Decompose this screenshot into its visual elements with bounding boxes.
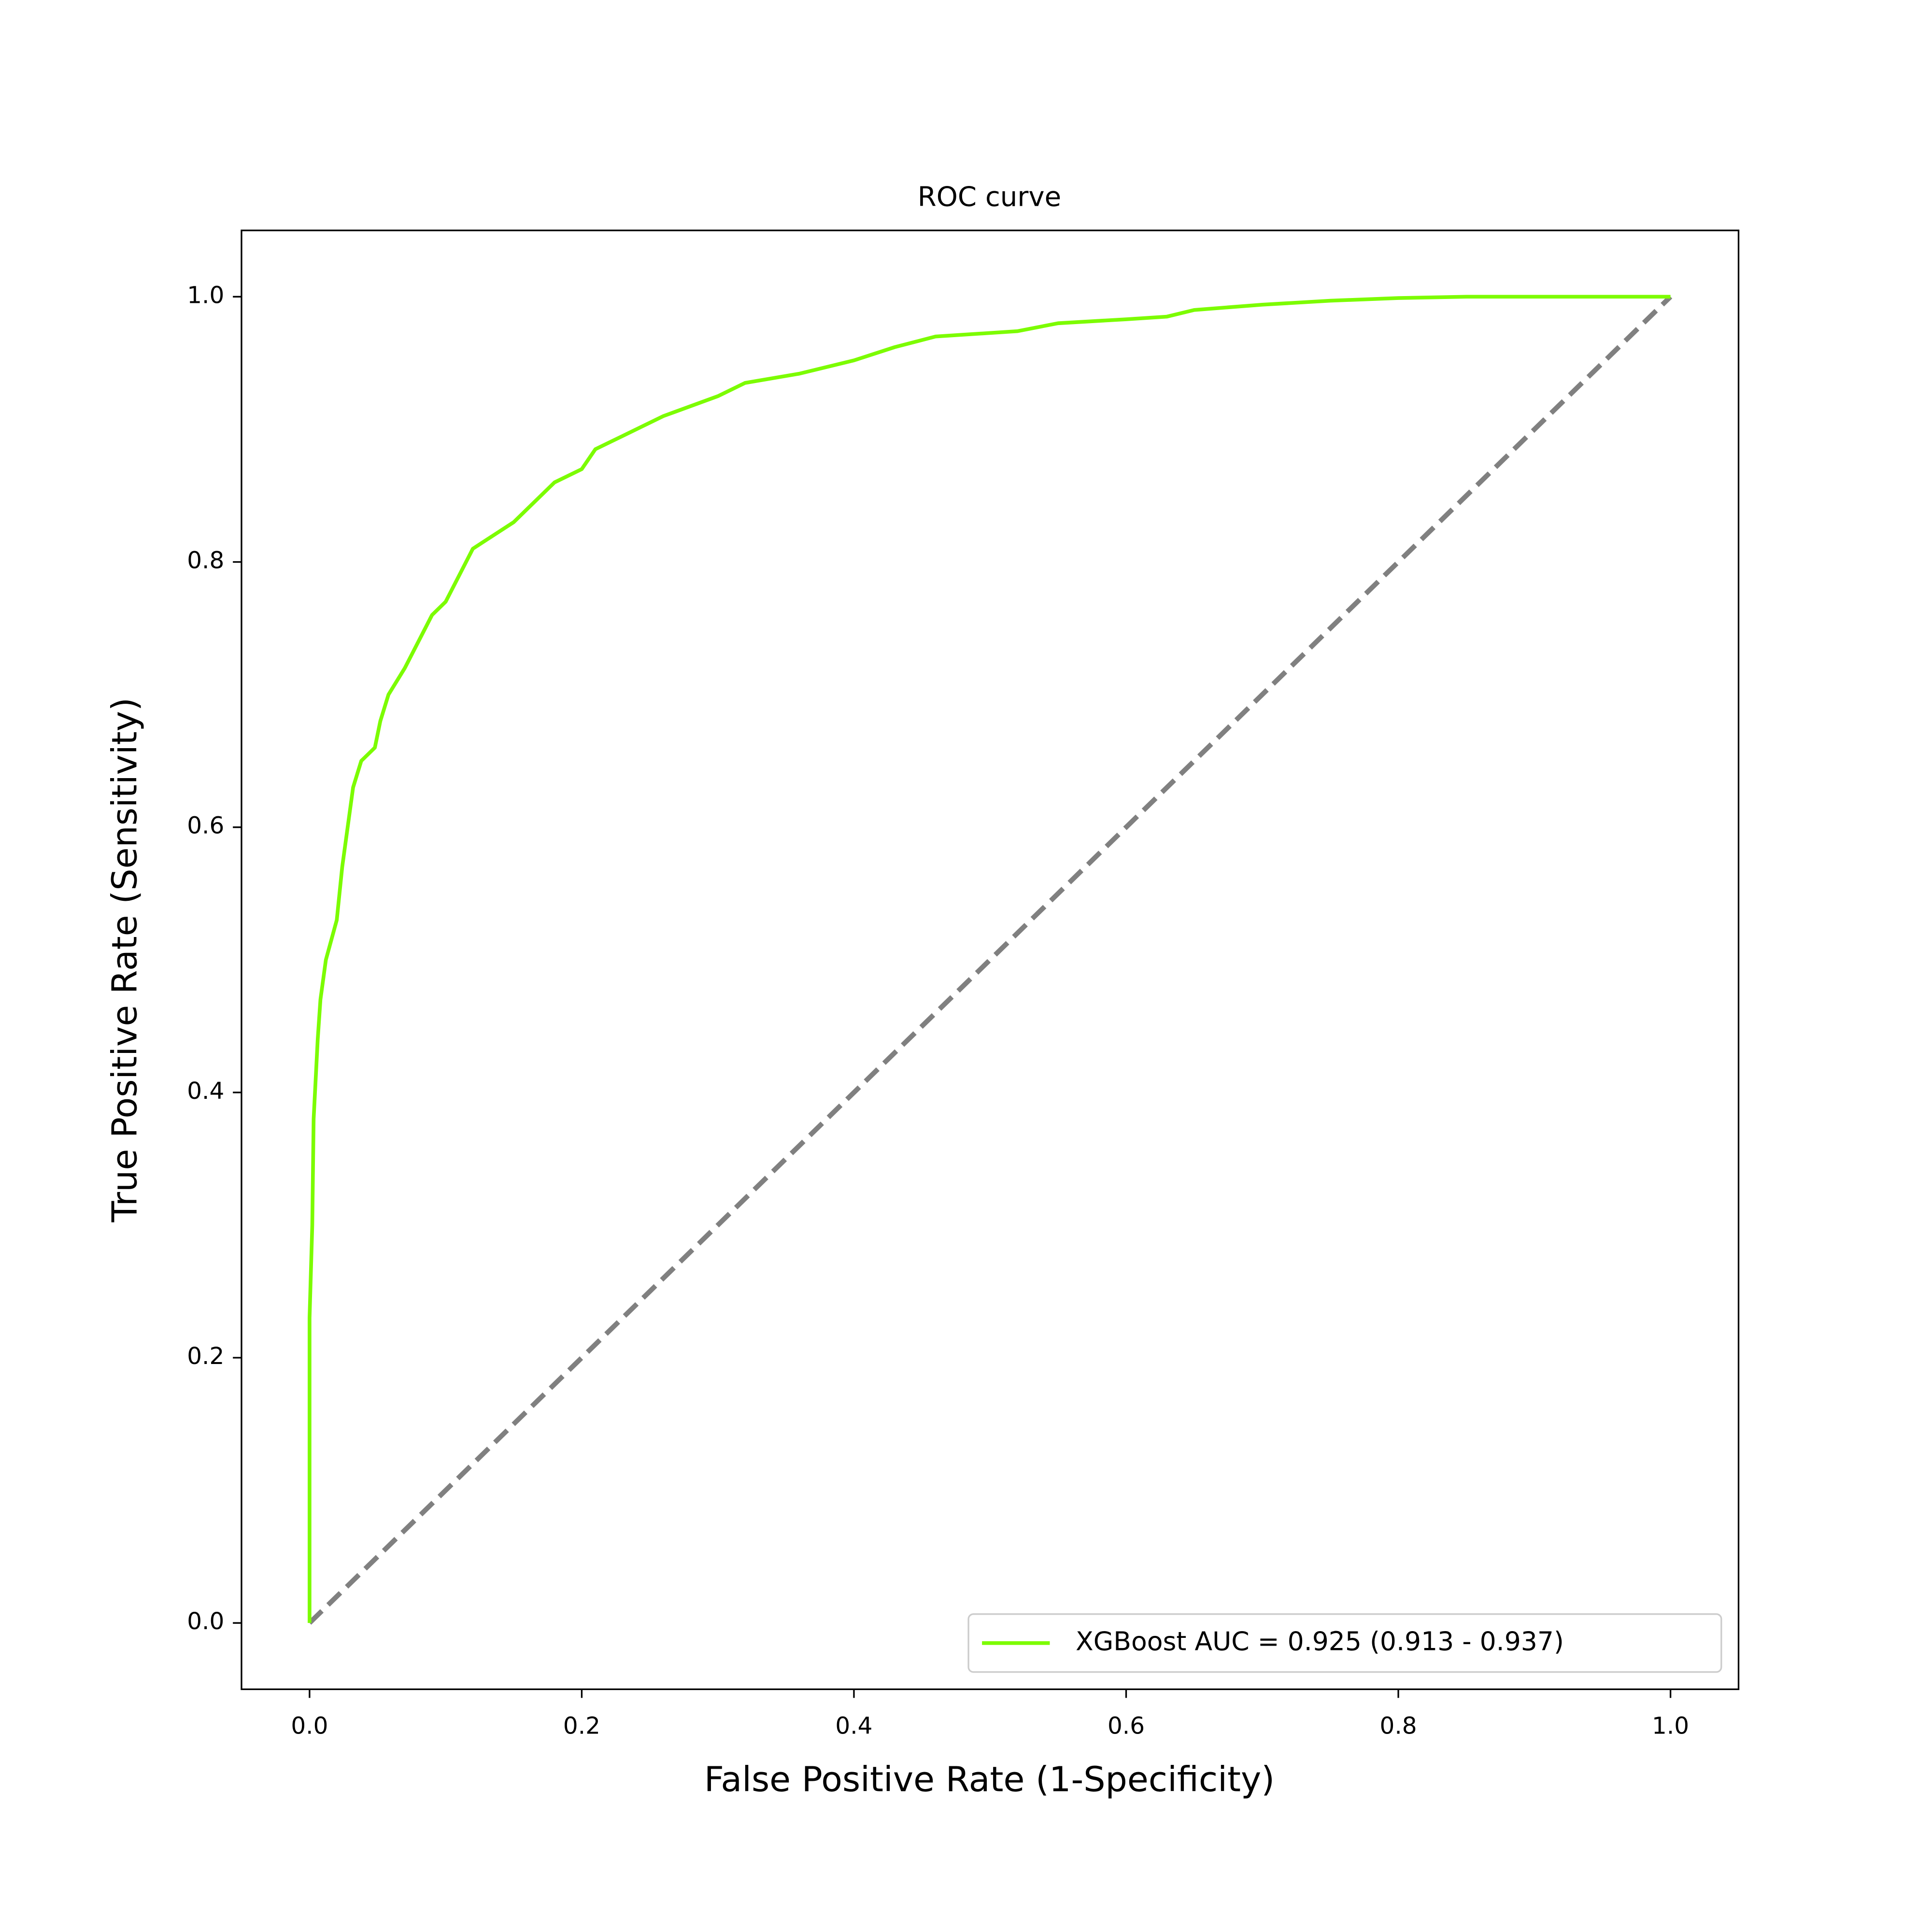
y-tick-label: 0.2	[187, 1343, 224, 1370]
x-tick-label: 0.4	[835, 1713, 872, 1740]
legend-label: XGBoost AUC = 0.925 (0.913 - 0.937)	[1076, 1626, 1564, 1656]
x-tick-label: 0.0	[291, 1713, 328, 1740]
y-tick-label: 1.0	[187, 282, 224, 309]
x-tick-label: 1.0	[1652, 1713, 1689, 1740]
x-tick-label: 0.8	[1380, 1713, 1417, 1740]
y-tick-label: 0.6	[187, 812, 224, 839]
legend-box	[967, 1613, 1722, 1673]
chart-title: ROC curve	[918, 181, 1061, 213]
axes-frame	[241, 229, 1740, 1690]
y-tick-label: 0.4	[187, 1078, 224, 1105]
x-tick-label: 0.2	[563, 1713, 600, 1740]
y-tick-label: 0.0	[187, 1608, 224, 1635]
y-axis-label: True Positive Rate (Sensitivity)	[104, 697, 144, 1222]
reference-line	[308, 295, 1673, 1625]
y-tick-label: 0.8	[187, 547, 224, 574]
roc-line	[308, 295, 1671, 1623]
x-axis-label: False Positive Rate (1-Specificity)	[704, 1759, 1275, 1799]
x-tick-label: 0.6	[1108, 1713, 1145, 1740]
